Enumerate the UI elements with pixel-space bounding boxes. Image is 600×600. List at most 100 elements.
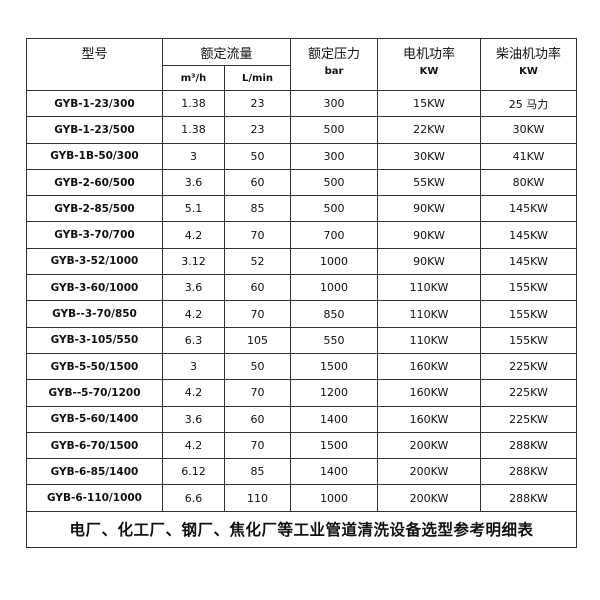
cell-model: GYB-1-23/500 — [26, 116, 163, 144]
cell-diesel-power: 30KW — [480, 116, 578, 144]
cell-motor-power: 15KW — [377, 89, 482, 118]
cell-flow-lmin: 105 — [223, 326, 292, 354]
table-row: GYB-3-60/1000 3.6 60 1000 110KW 155KW — [26, 274, 578, 302]
header-diesel-unit: KW — [519, 66, 538, 77]
cell-flow-lmin: 70 — [223, 300, 292, 328]
header-diesel-label: 柴油机功率 — [496, 47, 562, 62]
cell-diesel-power: 145KW — [480, 195, 578, 223]
cell-flow-m3h: 4.2 — [162, 431, 225, 460]
cell-pressure: 700 — [290, 221, 379, 249]
cell-diesel-power: 155KW — [480, 326, 578, 354]
cell-pressure: 1500 — [290, 352, 379, 381]
cell-model: GYB-6-70/1500 — [26, 431, 163, 460]
cell-flow-lmin: 60 — [223, 405, 292, 433]
cell-flow-m3h: 4.2 — [162, 300, 225, 328]
cell-flow-lmin: 85 — [223, 458, 292, 486]
cell-pressure: 300 — [290, 142, 379, 170]
cell-flow-lmin: 60 — [223, 168, 292, 197]
cell-model: GYB-2-85/500 — [26, 195, 163, 223]
cell-motor-power: 90KW — [377, 195, 482, 223]
cell-motor-power: 22KW — [377, 116, 482, 144]
cell-flow-m3h: 4.2 — [162, 221, 225, 249]
header-diesel: 柴油机功率 KW — [480, 38, 578, 91]
cell-pressure: 1000 — [290, 274, 379, 302]
cell-pressure: 850 — [290, 300, 379, 328]
table-caption: 电厂、化工厂、钢厂、焦化厂等工业管道清洗设备选型参考明细表 — [25, 510, 578, 548]
cell-diesel-power: 288KW — [480, 458, 578, 486]
cell-motor-power: 110KW — [377, 326, 482, 354]
table-row: GYB-6-85/1400 6.12 85 1400 200KW 288KW — [26, 458, 578, 486]
header-model-label: 型号 — [81, 47, 108, 62]
table-row: GYB-3-105/550 6.3 105 550 110KW 155KW — [26, 326, 578, 354]
cell-flow-m3h: 6.6 — [162, 484, 225, 512]
cell-flow-m3h: 1.38 — [162, 89, 225, 118]
cell-flow-lmin: 85 — [223, 195, 292, 223]
cell-model: GYB-3-105/550 — [26, 326, 163, 354]
cell-diesel-power: 155KW — [480, 274, 578, 302]
cell-diesel-power: 80KW — [480, 168, 578, 197]
header-model: 型号 — [26, 38, 163, 91]
cell-pressure: 1200 — [290, 379, 379, 407]
cell-diesel-power: 145KW — [480, 221, 578, 249]
header-pressure: 额定压力 bar — [290, 38, 379, 91]
cell-model: GYB-3-60/1000 — [26, 274, 163, 302]
table-row: GYB-6-110/1000 6.6 110 1000 200KW 288KW — [26, 484, 578, 512]
cell-diesel-power: 25 马力 — [480, 89, 578, 118]
cell-motor-power: 55KW — [377, 168, 482, 197]
cell-model: GYB-5-50/1500 — [26, 352, 163, 381]
cell-model: GYB-3-52/1000 — [26, 247, 163, 276]
table-row: GYB-6-70/1500 4.2 70 1500 200KW 288KW — [26, 431, 578, 460]
cell-motor-power: 160KW — [377, 405, 482, 433]
cell-model: GYB-6-110/1000 — [26, 484, 163, 512]
header-motor-label: 电机功率 — [403, 47, 456, 62]
cell-flow-m3h: 3.6 — [162, 405, 225, 433]
cell-pressure: 550 — [290, 326, 379, 354]
table-row: GYB-3-70/700 4.2 70 700 90KW 145KW — [26, 221, 578, 249]
header-flow: 额定流量 — [161, 38, 292, 66]
cell-diesel-power: 145KW — [480, 247, 578, 276]
table-row: GYB--3-70/850 4.2 70 850 110KW 155KW — [26, 300, 578, 328]
cell-motor-power: 200KW — [377, 484, 482, 512]
cell-flow-m3h: 3 — [162, 352, 225, 381]
cell-diesel-power: 225KW — [480, 405, 578, 433]
table-row: GYB-2-85/500 5.1 85 500 90KW 145KW — [26, 195, 578, 223]
cell-model: GYB-6-85/1400 — [26, 458, 163, 486]
cell-flow-m3h: 5.1 — [162, 195, 225, 223]
cell-pressure: 300 — [290, 89, 379, 118]
cell-motor-power: 110KW — [377, 274, 482, 302]
cell-diesel-power: 288KW — [480, 431, 578, 460]
cell-motor-power: 90KW — [377, 221, 482, 249]
header-pressure-label: 额定压力 — [308, 47, 361, 62]
cell-model: GYB-1B-50/300 — [26, 142, 163, 170]
cell-pressure: 500 — [290, 195, 379, 223]
cell-flow-lmin: 60 — [223, 274, 292, 302]
cell-pressure: 500 — [290, 168, 379, 197]
table-row: GYB-1B-50/300 3 50 300 30KW 41KW — [26, 142, 578, 170]
cell-flow-lmin: 50 — [223, 352, 292, 381]
cell-diesel-power: 41KW — [480, 142, 578, 170]
header-flow-m3h: m³/h — [162, 65, 225, 91]
cell-motor-power: 160KW — [377, 379, 482, 407]
table-row: GYB-1-23/300 1.38 23 300 15KW 25 马力 — [26, 89, 578, 118]
table-row: GYB-5-50/1500 3 50 1500 160KW 225KW — [26, 352, 578, 381]
cell-flow-lmin: 50 — [223, 142, 292, 170]
cell-pressure: 1400 — [290, 458, 379, 486]
cell-model: GYB-3-70/700 — [26, 221, 163, 249]
table-row: GYB-5-60/1400 3.6 60 1400 160KW 225KW — [26, 405, 578, 433]
cell-flow-lmin: 70 — [223, 431, 292, 460]
cell-model: GYB-2-60/500 — [26, 168, 163, 197]
cell-motor-power: 200KW — [377, 431, 482, 460]
table-row: GYB-1-23/500 1.38 23 500 22KW 30KW — [26, 116, 578, 144]
table-row: GYB-2-60/500 3.6 60 500 55KW 80KW — [26, 168, 578, 197]
cell-model: GYB-1-23/300 — [26, 89, 163, 118]
cell-flow-lmin: 23 — [223, 89, 292, 118]
cell-flow-m3h: 3.6 — [162, 168, 225, 197]
cell-model: GYB--5-70/1200 — [26, 379, 163, 407]
cell-diesel-power: 225KW — [480, 352, 578, 381]
cell-model: GYB--3-70/850 — [26, 300, 163, 328]
table-row: GYB-3-52/1000 3.12 52 1000 90KW 145KW — [26, 247, 578, 276]
cell-diesel-power: 288KW — [480, 484, 578, 512]
pump-selection-table: 型号 额定流量 额定压力 bar 电机功率 KW 柴油机功率 KW m³/h L/mi… — [25, 38, 578, 548]
cell-motor-power: 200KW — [377, 458, 482, 486]
cell-model: GYB-5-60/1400 — [26, 405, 163, 433]
